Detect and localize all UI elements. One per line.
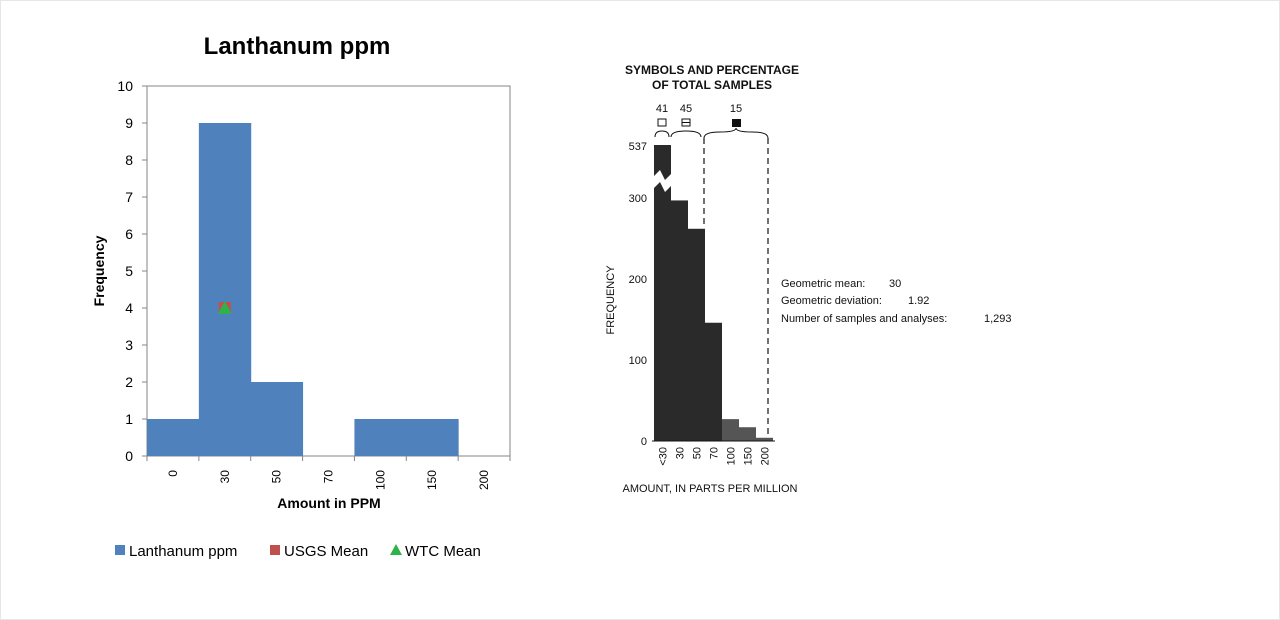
bar-100 [722, 419, 739, 441]
y-tick-label: 4 [125, 300, 133, 316]
stat-value: 1,293 [984, 313, 1012, 325]
legend-swatch [115, 545, 125, 555]
x-axis-label: Amount in PPM [277, 495, 380, 511]
axis-break [654, 170, 671, 192]
x-tick-label: <30 [658, 447, 670, 466]
y-tick-label: 8 [125, 152, 133, 168]
x-tick-label: 50 [270, 470, 284, 484]
x-tick-label: 150 [743, 447, 755, 465]
mean-markers [217, 301, 232, 314]
symbols-title-line-2: OF TOTAL SAMPLES [652, 78, 772, 92]
stat-value: 1.92 [908, 295, 929, 307]
y-tick-label: 3 [125, 337, 133, 353]
y-tick-label: 537 [629, 141, 647, 153]
y-axis-label: FREQUENCY [605, 265, 617, 335]
x-axis-ticks: 0 30 50 70 100 150 200 [146, 456, 511, 490]
x-tick-label: 200 [477, 470, 491, 490]
x-axis-label: AMOUNT, IN PARTS PER MILLION [622, 483, 797, 495]
bracket-41 [654, 130, 670, 138]
y-axis-ticks: 0 100 200 300 537 [629, 141, 647, 448]
x-tick-label: 30 [675, 447, 687, 459]
bar-200 [756, 437, 773, 441]
bar-150 [406, 419, 459, 456]
y-tick-label: 9 [125, 115, 133, 131]
stat-label: Geometric deviation: [781, 295, 882, 307]
legend-label: USGS Mean [284, 543, 368, 560]
y-tick-label: 2 [125, 374, 133, 390]
x-tick-label: 200 [760, 447, 772, 465]
x-tick-label: 150 [425, 470, 439, 490]
y-tick-label: 1 [125, 411, 133, 427]
bar-series [147, 123, 459, 456]
open-square-icon [657, 118, 667, 127]
percentage-label: 15 [730, 103, 742, 115]
chart-title: Lanthanum ppm [204, 33, 391, 60]
bar-0 [147, 419, 200, 456]
statistics-block: Geometric mean: 30 Geometric deviation: 1.9… [781, 278, 1012, 325]
y-tick-label: 300 [629, 193, 647, 205]
legend-swatch [270, 545, 280, 555]
legend-label: WTC Mean [405, 543, 481, 560]
bracket-15 [703, 127, 769, 139]
bar-100 [354, 419, 407, 456]
bar-50 [250, 382, 304, 456]
y-tick-label: 0 [125, 448, 133, 464]
stat-label: Number of samples and analyses: [781, 313, 947, 325]
y-axis-label: Frequency [91, 235, 107, 306]
legend-swatch [390, 544, 402, 555]
percentage-label: 41 [656, 103, 668, 115]
y-axis-ticks: 0 1 2 3 4 5 6 7 8 9 10 [117, 78, 147, 464]
usgs-histogram: SYMBOLS AND PERCENTAGE OF TOTAL SAMPLES … [605, 63, 1012, 495]
x-tick-label: 70 [709, 447, 721, 459]
x-tick-label: 100 [726, 447, 738, 465]
wtc-mean-marker [217, 301, 232, 314]
symbols-title-line-1: SYMBOLS AND PERCENTAGE [625, 63, 799, 77]
y-tick-label: 100 [629, 355, 647, 367]
bar-series [652, 145, 775, 442]
percentage-label: 45 [680, 103, 692, 115]
y-tick-label: 10 [117, 78, 133, 94]
bar-150 [739, 427, 756, 441]
x-tick-label: 100 [373, 470, 387, 490]
y-tick-label: 7 [125, 189, 133, 205]
bar-30 [671, 200, 688, 441]
y-tick-label: 5 [125, 263, 133, 279]
bracket-45 [670, 130, 702, 138]
bar-50 [688, 228, 705, 441]
percentage-symbols: 41 45 15 [654, 103, 769, 437]
bar-30 [198, 123, 252, 456]
y-tick-label: 0 [641, 436, 647, 448]
x-tick-label: 30 [218, 470, 232, 484]
x-axis-ticks: <30 30 50 70 100 150 200 [658, 447, 772, 466]
x-tick-label: 50 [692, 447, 704, 459]
legend-label: Lanthanum ppm [129, 543, 237, 560]
stat-value: 30 [889, 278, 901, 290]
bar-70 [705, 322, 722, 441]
stat-label: Geometric mean: [781, 278, 865, 290]
y-tick-label: 6 [125, 226, 133, 242]
x-tick-label: 70 [322, 470, 336, 484]
lanthanum-histogram: Lanthanum ppm 0 1 2 3 4 5 6 7 8 9 10 0 30 50 70 100 150… [91, 33, 511, 560]
y-tick-label: 200 [629, 274, 647, 286]
filled-square-icon [732, 119, 741, 127]
x-tick-label: 0 [166, 470, 180, 477]
bar-<30 [654, 145, 671, 441]
legend: Lanthanum ppm USGS Mean WTC Mean [115, 543, 481, 560]
